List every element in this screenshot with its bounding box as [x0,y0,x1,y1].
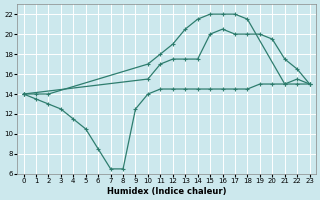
X-axis label: Humidex (Indice chaleur): Humidex (Indice chaleur) [107,187,226,196]
